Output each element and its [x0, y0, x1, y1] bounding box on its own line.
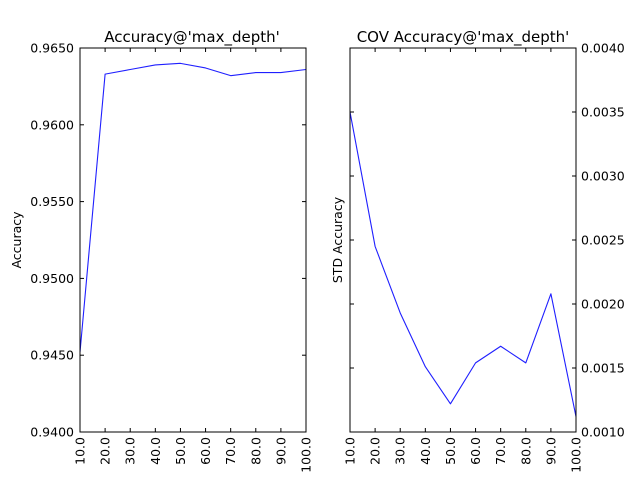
chart-0-x-tick-label: 30.0	[123, 437, 138, 465]
chart-0-x-tick-label: 40.0	[148, 437, 163, 465]
chart-1-y-tick-label: 0.0025	[581, 233, 625, 248]
chart-0-x-tick-label: 10.0	[73, 437, 88, 465]
chart-0-x-tick-label: 60.0	[198, 437, 213, 465]
chart-0-y-axis-label: Accuracy	[9, 211, 24, 269]
chart-0-y-tick-label: 0.9450	[30, 348, 74, 363]
chart-1-y-axis-label: STD Accuracy	[330, 196, 345, 283]
chart-1-y-tick-label: 0.0035	[581, 105, 625, 120]
chart-0-axes-frame	[79, 47, 307, 433]
chart-1-y-tick-label: 0.0020	[581, 297, 625, 312]
chart-0-x-tick-label: 70.0	[223, 437, 238, 465]
chart-1-y-tick-label: 0.0040	[581, 41, 625, 56]
chart-1-x-tick-label: 50.0	[443, 437, 458, 465]
chart-1-y-tick-label: 0.0030	[581, 169, 625, 184]
chart-1-x-tick-label: 90.0	[543, 437, 558, 465]
chart-0-y-tick-label: 0.9600	[30, 117, 74, 132]
chart-0-x-tick-label: 20.0	[98, 437, 113, 465]
chart-1-x-tick-label: 80.0	[518, 437, 533, 465]
chart-1-x-tick-label: 10.0	[343, 437, 358, 465]
chart-0-x-tick-label: 90.0	[273, 437, 288, 465]
chart-1-x-tick-label: 100.0	[569, 437, 584, 473]
chart-1-x-tick-label: 70.0	[493, 437, 508, 465]
chart-1-y-tick-label: 0.0015	[581, 361, 625, 376]
chart-0-y-tick-label: 0.9650	[30, 41, 74, 56]
chart-0-y-tick-label: 0.9400	[30, 425, 74, 440]
chart-1-series-line	[349, 111, 577, 417]
chart-1-axes-frame	[349, 47, 577, 433]
chart-1-title: COV Accuracy@'max_depth'	[357, 28, 570, 47]
chart-1-x-tick-label: 30.0	[393, 437, 408, 465]
chart-accuracy: 10.0 20.0 30.0 40.0 50.0 60.0 70.0 80.0 90.0 100.…	[9, 28, 314, 473]
chart-0-x-tick-label: 50.0	[173, 437, 188, 465]
chart-1-x-tick-label: 60.0	[468, 437, 483, 465]
chart-std-accuracy: 10.0 20.0 30.0 40.0 50.0 60.0 70.0 80.0 90.0 100.…	[330, 28, 625, 473]
chart-0-y-tick-label: 0.9500	[30, 271, 74, 286]
chart-0-y-tick-label: 0.9550	[30, 194, 74, 209]
chart-1-x-tick-label: 40.0	[418, 437, 433, 465]
chart-1-x-tick-label: 20.0	[368, 437, 383, 465]
chart-0-title: Accuracy@'max_depth'	[104, 28, 280, 47]
chart-1-y-tick-label: 0.0010	[581, 425, 625, 440]
chart-0-x-tick-label: 100.0	[299, 437, 314, 473]
chart-0-x-tick-label: 80.0	[248, 437, 263, 465]
chart-0-series-line	[79, 62, 307, 353]
